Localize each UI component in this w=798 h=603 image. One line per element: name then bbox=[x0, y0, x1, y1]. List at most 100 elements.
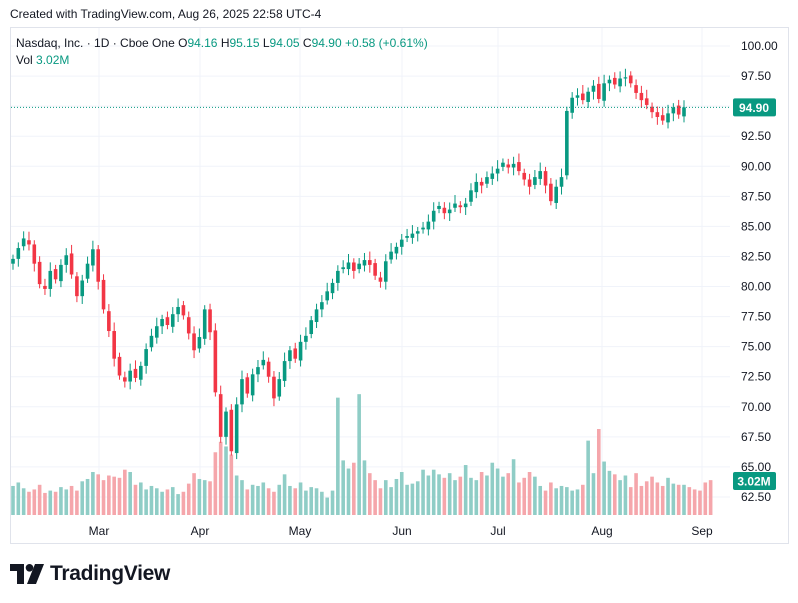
volume-bar bbox=[687, 487, 692, 515]
volume-bar bbox=[389, 487, 393, 515]
candle-body bbox=[426, 221, 431, 230]
volume-bar bbox=[197, 478, 202, 515]
candle-body bbox=[607, 79, 612, 84]
volume-bar bbox=[517, 482, 521, 515]
volume-bar bbox=[394, 478, 399, 515]
volume-bar bbox=[48, 490, 53, 515]
candle-body bbox=[368, 260, 372, 265]
candle-body bbox=[437, 205, 441, 209]
volume-bar bbox=[607, 470, 612, 515]
volume-bar bbox=[256, 485, 260, 515]
volume-bar bbox=[506, 473, 511, 515]
y-tick-label: 87.50 bbox=[741, 189, 771, 203]
chart-legend: Nasdaq, Inc. · 1D · Cboe One O94.16 H95.… bbox=[16, 35, 428, 69]
volume-bar bbox=[192, 473, 196, 515]
volume-bar bbox=[96, 474, 101, 515]
volume-bar bbox=[107, 475, 111, 515]
volume-bar bbox=[336, 397, 340, 515]
candle-body bbox=[181, 305, 186, 316]
candle-body bbox=[671, 107, 676, 114]
candle-body bbox=[666, 113, 670, 123]
candle-body bbox=[469, 190, 473, 202]
chart-caption: Created with TradingView.com, Aug 26, 20… bbox=[10, 7, 322, 21]
candle-body bbox=[123, 377, 127, 382]
y-tick-label: 77.50 bbox=[741, 310, 771, 324]
candle-body bbox=[378, 277, 383, 282]
volume-bar bbox=[272, 491, 276, 515]
candle-body bbox=[53, 269, 58, 280]
y-tick-label: 72.50 bbox=[741, 370, 771, 384]
volume-bar bbox=[490, 462, 495, 515]
volume-bar bbox=[208, 481, 212, 515]
volume-bar bbox=[37, 484, 42, 515]
change-value: +0.58 (+0.61%) bbox=[344, 36, 428, 50]
chart-frame[interactable] bbox=[10, 27, 789, 544]
candle-body bbox=[453, 203, 457, 208]
candle-body bbox=[27, 240, 31, 245]
candle-body bbox=[59, 264, 63, 282]
volume-bar bbox=[149, 485, 154, 515]
volume-bar bbox=[703, 482, 708, 515]
candle-body bbox=[250, 374, 255, 396]
candle-body bbox=[320, 302, 324, 310]
volume-bar bbox=[27, 491, 31, 515]
volume-bar bbox=[176, 494, 180, 515]
volume-bar bbox=[123, 469, 127, 515]
x-tick-label: Apr bbox=[191, 524, 210, 538]
volume-bar bbox=[144, 489, 148, 515]
candle-body bbox=[650, 106, 654, 113]
x-axis: Mar Apr May Jun Jul Aug Sep bbox=[89, 524, 713, 538]
y-tick-label: 97.50 bbox=[741, 69, 771, 83]
volume-bar bbox=[320, 491, 324, 515]
volume-bar bbox=[644, 481, 649, 515]
candle-body bbox=[165, 317, 170, 326]
volume-bar bbox=[708, 480, 713, 515]
volume-bar bbox=[21, 488, 26, 515]
candle-body bbox=[298, 341, 303, 361]
y-tick-label: 92.50 bbox=[741, 129, 771, 143]
volume-bar bbox=[64, 489, 69, 515]
candle-body bbox=[107, 311, 111, 332]
tradingview-logo[interactable]: TradingView bbox=[10, 561, 170, 587]
candle-body bbox=[682, 107, 686, 117]
candle-body bbox=[80, 280, 85, 297]
candle-body bbox=[501, 162, 505, 167]
candle-body bbox=[117, 356, 122, 376]
volume-bar bbox=[352, 462, 356, 515]
volume-bar bbox=[139, 482, 143, 515]
candle-body bbox=[160, 318, 164, 327]
candle-body bbox=[309, 320, 314, 335]
candle-body bbox=[288, 350, 292, 362]
y-tick-label: 75.00 bbox=[741, 340, 771, 354]
candle-body bbox=[410, 233, 415, 238]
volume-bar bbox=[692, 489, 697, 515]
volume-bar bbox=[485, 475, 489, 515]
volume-bar bbox=[671, 483, 676, 515]
candle-body bbox=[357, 263, 361, 270]
volume-bar bbox=[527, 472, 532, 515]
volume-bar bbox=[698, 490, 702, 515]
volume-bar bbox=[650, 476, 654, 515]
candle-body bbox=[240, 379, 244, 405]
volume-bar bbox=[229, 454, 234, 515]
volume-bar bbox=[288, 485, 292, 515]
open-value: 94.16 bbox=[187, 36, 218, 50]
candle-body bbox=[612, 77, 617, 85]
volume-bar bbox=[666, 477, 670, 515]
volume-bar bbox=[639, 485, 644, 515]
volume-bar bbox=[261, 482, 266, 515]
candle-body bbox=[543, 171, 548, 186]
volume-bar bbox=[250, 484, 255, 515]
volume-bar bbox=[591, 473, 596, 515]
volume-bar bbox=[405, 484, 409, 515]
volume-bar bbox=[426, 475, 431, 515]
last-volume-badge bbox=[733, 472, 776, 490]
volume-bar bbox=[511, 459, 516, 515]
symbol-label: Nasdaq, Inc. · 1D · Cboe One bbox=[16, 36, 175, 50]
volume-bar bbox=[234, 475, 239, 515]
candle-body bbox=[517, 162, 521, 172]
candle-body bbox=[21, 238, 26, 247]
candle-body bbox=[346, 262, 351, 270]
candle-body bbox=[133, 368, 138, 378]
